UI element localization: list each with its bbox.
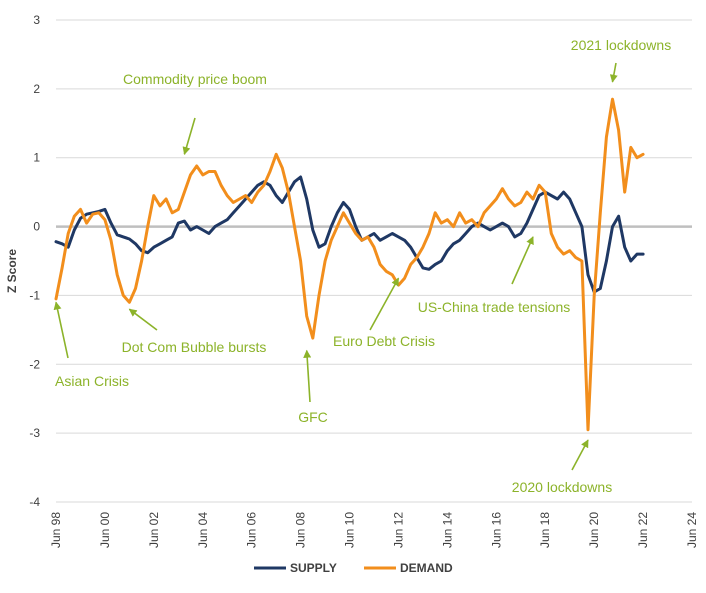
y-tick-label: 3 bbox=[33, 13, 40, 27]
annotation-arrow bbox=[511, 236, 534, 285]
annotation-arrow bbox=[53, 301, 69, 359]
y-axis-label: Z Score bbox=[5, 249, 19, 293]
series-line-demand bbox=[54, 97, 645, 432]
annotation-arrow bbox=[609, 62, 618, 83]
x-tick-label: Jun 02 bbox=[147, 512, 161, 548]
annotation-arrow bbox=[571, 439, 589, 471]
y-tick-label: 1 bbox=[33, 151, 40, 165]
y-tick-label: 0 bbox=[33, 220, 40, 234]
x-tick-label: Jun 98 bbox=[49, 512, 63, 548]
legend-label-demand: DEMAND bbox=[400, 561, 453, 575]
legend: SUPPLY DEMAND bbox=[254, 561, 453, 575]
series-lines bbox=[54, 97, 645, 432]
x-tick-label: Jun 12 bbox=[391, 512, 405, 548]
x-tick-label: Jun 22 bbox=[636, 512, 650, 548]
annotations: Commodity price boom 2021 lockdowns Asian … bbox=[53, 37, 671, 495]
annotation-label: 2021 lockdowns bbox=[571, 37, 671, 53]
series-line-supply bbox=[54, 175, 645, 294]
x-tick-label: Jun 10 bbox=[343, 512, 357, 548]
gridlines bbox=[56, 19, 692, 503]
annotation-label: Commodity price boom bbox=[123, 71, 267, 87]
x-tick-label: Jun 16 bbox=[489, 512, 503, 548]
annotation-label: Dot Com Bubble bursts bbox=[122, 339, 267, 355]
x-tick-label: Jun 14 bbox=[440, 512, 454, 548]
annotation-arrow bbox=[182, 117, 196, 156]
annotation-label: GFC bbox=[298, 409, 328, 425]
annotation-arrow bbox=[303, 349, 312, 403]
x-tick-label: Jun 08 bbox=[294, 512, 308, 548]
x-tick-labels: Jun 98 Jun 00 Jun 02 Jun 04 Jun 06 Jun 08 Jun … bbox=[49, 512, 699, 548]
y-tick-label: -2 bbox=[29, 357, 40, 371]
x-tick-label: Jun 06 bbox=[245, 512, 259, 548]
y-tick-label: 2 bbox=[33, 82, 40, 96]
annotation-label: US-China trade tensions bbox=[418, 299, 571, 315]
annotation-label: 2020 lockdowns bbox=[512, 479, 612, 495]
annotation-label: Asian Crisis bbox=[55, 373, 129, 389]
x-tick-label: Jun 20 bbox=[587, 512, 601, 548]
x-tick-label: Jun 00 bbox=[98, 512, 112, 548]
y-tick-label: -4 bbox=[29, 495, 40, 509]
annotation-arrow bbox=[128, 308, 158, 331]
x-tick-label: Jun 04 bbox=[196, 512, 210, 548]
legend-label-supply: SUPPLY bbox=[290, 561, 337, 575]
y-tick-label: -1 bbox=[29, 288, 40, 302]
x-tick-label: Jun 18 bbox=[538, 512, 552, 548]
y-tick-labels: -4 -3 -2 -1 0 1 2 3 bbox=[29, 13, 40, 509]
x-tick-label: Jun 24 bbox=[685, 512, 699, 548]
annotation-arrow bbox=[369, 277, 400, 331]
y-tick-label: -3 bbox=[29, 426, 40, 440]
annotation-label: Euro Debt Crisis bbox=[333, 333, 435, 349]
